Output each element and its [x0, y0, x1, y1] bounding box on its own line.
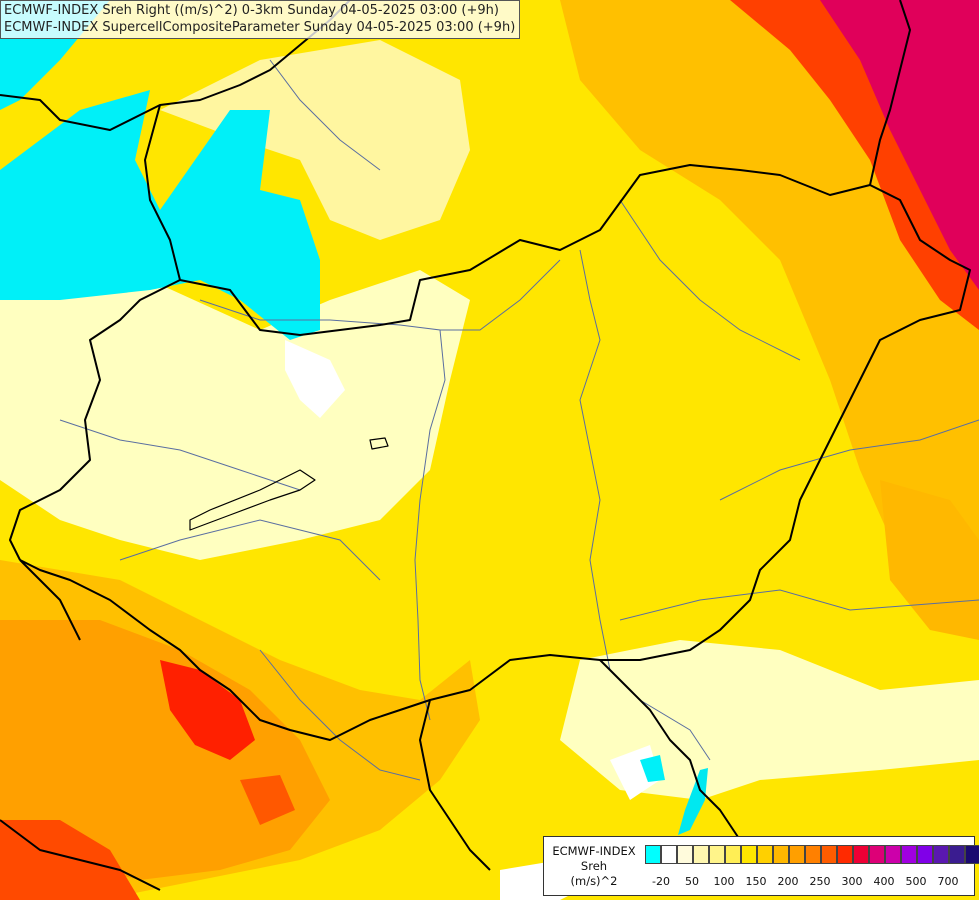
legend-title: ECMWF-INDEX Sreh (m/s)^2 — [548, 844, 640, 889]
legend-swatch — [805, 845, 821, 864]
legend-tick: 300 — [841, 875, 863, 888]
legend-swatch — [677, 845, 693, 864]
white-patch — [285, 340, 345, 418]
legend-tick-labels: -20 50 100 150 200 250 300 400 500 700 — [645, 875, 975, 891]
legend-swatch — [757, 845, 773, 864]
legend-swatch — [709, 845, 725, 864]
map-title-scp: ECMWF-INDEX SupercellCompositeParameter … — [4, 20, 516, 35]
legend-tick: 700 — [937, 875, 959, 888]
legend-swatch — [965, 845, 979, 864]
sreh-contour-pale-south — [560, 640, 979, 800]
sreh-contour-cyan-west — [0, 90, 320, 340]
legend-tick: 150 — [745, 875, 767, 888]
legend-tick: 500 — [905, 875, 927, 888]
legend-swatch — [901, 845, 917, 864]
legend-tick: 200 — [777, 875, 799, 888]
map-title-box: ECMWF-INDEX Sreh Right ((m/s)^2) 0-3km S… — [0, 0, 521, 39]
sreh-contour-orange-south — [0, 620, 330, 880]
sreh-contour-pale — [0, 270, 470, 560]
legend-swatch — [949, 845, 965, 864]
sreh-contour-red-southwest — [160, 660, 255, 760]
legend-swatch — [869, 845, 885, 864]
legend-swatch — [661, 845, 677, 864]
legend-swatch — [837, 845, 853, 864]
legend-swatch — [693, 845, 709, 864]
legend-tick: 400 — [873, 875, 895, 888]
legend-swatch — [933, 845, 949, 864]
legend-swatch — [789, 845, 805, 864]
sreh-contour-magenta-northeast — [820, 0, 979, 290]
legend-tick: 250 — [809, 875, 831, 888]
color-legend: ECMWF-INDEX Sreh (m/s)^2 -20 50 100 150 200 2… — [543, 836, 979, 896]
legend-swatch — [725, 845, 741, 864]
sreh-contour-orange-northeast — [560, 0, 979, 600]
legend-title-line2: Sreh — [580, 859, 608, 873]
sreh-contour-orange-east — [880, 480, 979, 640]
sreh-contour-red-south-small — [240, 775, 295, 825]
sreh-contour-cyan-south — [640, 755, 665, 782]
legend-swatch — [821, 845, 837, 864]
legend-color-bar — [645, 845, 979, 864]
legend-title-line3: (m/s)^2 — [570, 874, 618, 888]
legend-swatch — [917, 845, 933, 864]
legend-swatch — [773, 845, 789, 864]
sreh-contour-cyan-river — [678, 768, 708, 835]
legend-swatch — [853, 845, 869, 864]
map-title-sreh: ECMWF-INDEX Sreh Right ((m/s)^2) 0-3km S… — [4, 3, 499, 18]
legend-swatch — [645, 845, 661, 864]
legend-swatch — [885, 845, 901, 864]
legend-title-line1: ECMWF-INDEX — [552, 844, 636, 858]
legend-tick: 100 — [713, 875, 735, 888]
legend-tick: 50 — [685, 875, 699, 888]
legend-swatch — [741, 845, 757, 864]
sreh-contour-pale-north — [160, 40, 470, 240]
sreh-contour-red-corner — [0, 820, 140, 900]
legend-tick: -20 — [652, 875, 670, 888]
rivers — [59, 59, 979, 781]
